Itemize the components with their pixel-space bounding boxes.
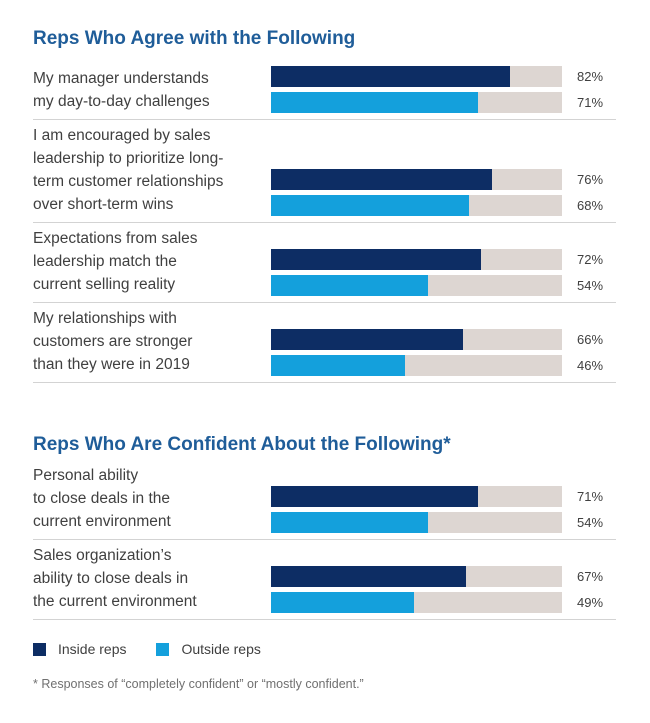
data-label: 72% [577, 252, 604, 267]
chart-row: Personal ability to close deals in the c… [33, 460, 616, 540]
bar-track [271, 592, 562, 613]
bar-track [271, 92, 562, 113]
bar-track [271, 275, 562, 296]
bar-track [271, 486, 562, 507]
bar-track [271, 566, 562, 587]
bar-inside-reps [271, 329, 464, 350]
legend-item-outside: Outside reps [156, 641, 261, 657]
bar-track [271, 355, 562, 376]
footnote: * Responses of “completely confident” or… [33, 677, 364, 691]
bar-inside-reps [271, 249, 481, 270]
bar-outside-reps [271, 592, 414, 613]
chart-row: I am encouraged by sales leadership to p… [33, 120, 616, 223]
legend-label-outside: Outside reps [181, 641, 261, 657]
bar-outside-reps [271, 195, 469, 216]
bar-track [271, 512, 562, 533]
chart-row: Expectations from sales leadership match… [33, 223, 616, 303]
bar-outside-reps [271, 355, 405, 376]
category-label: Expectations from sales leadership match… [33, 230, 198, 293]
bar-inside-reps [271, 566, 466, 587]
data-label: 46% [577, 358, 604, 373]
data-label: 49% [577, 595, 604, 610]
bar-track [271, 329, 562, 350]
category-label: Sales organization’s ability to close de… [33, 547, 197, 610]
bar-track [271, 249, 562, 270]
chart-row: My relationships with customers are stro… [33, 303, 616, 383]
legend-label-inside: Inside reps [58, 641, 127, 657]
bar-track [271, 169, 562, 190]
chart-row: Sales organization’s ability to close de… [33, 540, 616, 620]
bar-outside-reps [271, 92, 478, 113]
chart-title-confident: Reps Who Are Confident About the Followi… [33, 434, 451, 455]
bar-inside-reps [271, 486, 478, 507]
chart-row: My manager understands my day-to-day cha… [33, 62, 616, 120]
data-label: 68% [577, 198, 604, 213]
bar-outside-reps [271, 512, 429, 533]
data-label: 66% [577, 332, 604, 347]
legend-swatch-inside [33, 642, 46, 656]
data-label: 54% [577, 515, 604, 530]
data-label: 82% [577, 69, 604, 84]
data-label: 67% [577, 569, 604, 584]
legend: Inside reps Outside reps [33, 641, 291, 657]
category-label: Personal ability to close deals in the c… [33, 467, 171, 530]
legend-item-inside: Inside reps [33, 641, 126, 657]
confident-chart: Personal ability to close deals in the c… [33, 460, 616, 620]
chart-title-agree: Reps Who Agree with the Following [33, 28, 356, 49]
bar-track [271, 195, 562, 216]
category-label: I am encouraged by sales leadership to p… [33, 127, 224, 213]
data-label: 76% [577, 172, 604, 187]
category-label: My relationships with customers are stro… [33, 310, 193, 373]
category-label: My manager understands my day-to-day cha… [33, 70, 210, 110]
data-label: 54% [577, 278, 604, 293]
bar-outside-reps [271, 275, 429, 296]
bar-inside-reps [271, 169, 493, 190]
bar-track [271, 66, 562, 87]
bar-inside-reps [271, 66, 510, 87]
data-label: 71% [577, 95, 604, 110]
data-label: 71% [577, 489, 604, 504]
agree-chart: My manager understands my day-to-day cha… [33, 62, 616, 383]
legend-swatch-outside [156, 642, 170, 656]
